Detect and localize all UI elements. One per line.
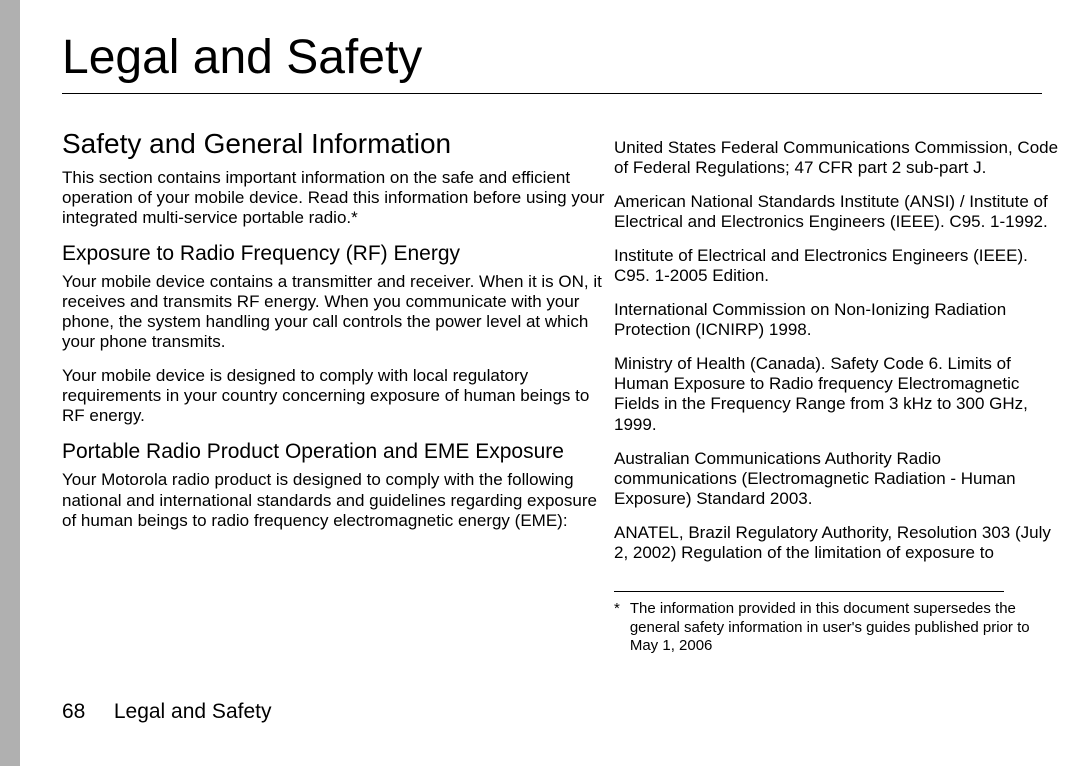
rf-paragraph-1: Your mobile device contains a transmitte…	[62, 272, 614, 352]
standard-5: Ministry of Health (Canada). Safety Code…	[614, 354, 1062, 434]
rf-paragraph-2: Your mobile device is designed to comply…	[62, 366, 614, 426]
binding-spine	[0, 0, 20, 766]
page-number: 68	[62, 700, 108, 724]
standard-1: United States Federal Communications Com…	[614, 138, 1062, 178]
page-title: Legal and Safety	[62, 30, 1062, 85]
standard-7: ANATEL, Brazil Regulatory Authority, Res…	[614, 523, 1062, 563]
standard-2: American National Standards Institute (A…	[614, 192, 1062, 232]
section-title: Safety and General Information	[62, 128, 614, 160]
eme-paragraph-1: Your Motorola radio product is designed …	[62, 470, 614, 530]
standard-4: International Commission on Non-Ionizing…	[614, 300, 1062, 340]
standard-3: Institute of Electrical and Electronics …	[614, 246, 1062, 286]
standard-6: Australian Communications Authority Radi…	[614, 449, 1062, 509]
page-footer: 68 Legal and Safety	[62, 700, 271, 724]
columns: Safety and General Information This sect…	[62, 128, 1062, 656]
rf-heading: Exposure to Radio Frequency (RF) Energy	[62, 242, 614, 266]
footer-label: Legal and Safety	[114, 700, 272, 723]
footnote-rule	[614, 591, 1004, 592]
title-rule	[62, 93, 1042, 94]
footnote-star: *	[614, 600, 620, 656]
footnote-text: The information provided in this documen…	[630, 600, 1052, 656]
left-column: Safety and General Information This sect…	[62, 128, 614, 656]
document-page: Legal and Safety Safety and General Info…	[0, 0, 1080, 766]
eme-heading: Portable Radio Product Operation and EME…	[62, 440, 614, 464]
intro-paragraph: This section contains important informat…	[62, 168, 614, 228]
page-content: Legal and Safety Safety and General Info…	[62, 0, 1062, 766]
footnote: * The information provided in this docum…	[614, 600, 1062, 656]
right-column: United States Federal Communications Com…	[614, 128, 1062, 656]
